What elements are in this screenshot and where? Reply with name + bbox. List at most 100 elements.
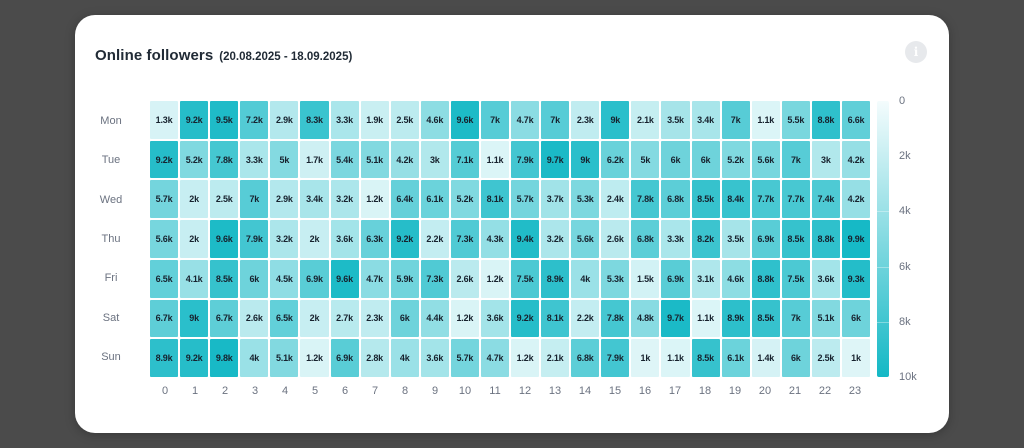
heatmap-cell[interactable]: 9.5k — [210, 101, 239, 139]
heatmap-cell[interactable]: 2.9k — [270, 180, 299, 219]
heatmap-cell[interactable]: 8.9k — [721, 299, 750, 338]
heatmap-cell[interactable]: 5.3k — [571, 180, 600, 219]
heatmap-cell[interactable]: 5.7k — [150, 180, 179, 219]
heatmap-cell[interactable]: 7.1k — [450, 140, 479, 179]
heatmap-cell[interactable]: 4.4k — [420, 299, 449, 338]
heatmap-cell[interactable]: 5k — [270, 140, 299, 179]
heatmap-cell[interactable]: 6.5k — [270, 299, 299, 338]
heatmap-cell[interactable]: 1k — [631, 339, 660, 377]
heatmap-cell[interactable]: 2.2k — [420, 220, 449, 258]
heatmap-cell[interactable]: 7k — [721, 101, 750, 139]
heatmap-cell[interactable]: 6.9k — [330, 339, 359, 377]
heatmap-cell[interactable]: 6k — [781, 339, 810, 377]
heatmap-cell[interactable]: 8.5k — [751, 299, 780, 338]
heatmap-cell[interactable]: 5.4k — [330, 140, 359, 179]
heatmap-cell[interactable]: 9.6k — [330, 259, 359, 298]
heatmap-cell[interactable]: 9.7k — [541, 140, 570, 179]
heatmap-cell[interactable]: 7.9k — [240, 220, 269, 258]
heatmap-cell[interactable]: 7.7k — [781, 180, 810, 219]
heatmap-cell[interactable]: 6.8k — [571, 339, 600, 377]
heatmap-cell[interactable]: 3.2k — [330, 180, 359, 219]
heatmap-cell[interactable]: 3.2k — [270, 220, 299, 258]
heatmap-cell[interactable]: 9.4k — [511, 220, 540, 258]
heatmap-cell[interactable]: 7k — [240, 180, 269, 219]
heatmap-cell[interactable]: 2.6k — [450, 259, 479, 298]
heatmap-cell[interactable]: 6.4k — [390, 180, 419, 219]
heatmap-cell[interactable]: 4.5k — [270, 259, 299, 298]
heatmap-cell[interactable]: 9.6k — [210, 220, 239, 258]
info-icon[interactable]: i — [905, 41, 927, 63]
heatmap-cell[interactable]: 9.2k — [511, 299, 540, 338]
heatmap-cell[interactable]: 2.8k — [360, 339, 389, 377]
heatmap-cell[interactable]: 8.8k — [811, 101, 840, 139]
heatmap-cell[interactable]: 5k — [631, 140, 660, 179]
heatmap-cell[interactable]: 8.3k — [300, 101, 329, 139]
heatmap-cell[interactable]: 6.7k — [150, 299, 179, 338]
heatmap-cell[interactable]: 9k — [180, 299, 209, 338]
heatmap-cell[interactable]: 7.9k — [511, 140, 540, 179]
heatmap-cell[interactable]: 4k — [240, 339, 269, 377]
heatmap-cell[interactable]: 3.7k — [541, 180, 570, 219]
heatmap-cell[interactable]: 4.2k — [841, 140, 870, 179]
heatmap-cell[interactable]: 3.6k — [480, 299, 509, 338]
heatmap-cell[interactable]: 7.9k — [601, 339, 630, 377]
heatmap-cell[interactable]: 7.8k — [210, 140, 239, 179]
heatmap-cell[interactable]: 2.5k — [210, 180, 239, 219]
heatmap-cell[interactable]: 9.2k — [150, 140, 179, 179]
heatmap-cell[interactable]: 7.3k — [450, 220, 479, 258]
heatmap-cell[interactable]: 8.8k — [751, 259, 780, 298]
heatmap-cell[interactable]: 9.6k — [450, 101, 479, 139]
heatmap-cell[interactable]: 3.5k — [721, 220, 750, 258]
heatmap-cell[interactable]: 1.4k — [751, 339, 780, 377]
heatmap-cell[interactable]: 3.2k — [541, 220, 570, 258]
heatmap-cell[interactable]: 9.8k — [210, 339, 239, 377]
heatmap-cell[interactable]: 8.5k — [691, 339, 720, 377]
heatmap-cell[interactable]: 1.2k — [360, 180, 389, 219]
heatmap-cell[interactable]: 1.3k — [150, 101, 179, 139]
heatmap-cell[interactable]: 2.7k — [330, 299, 359, 338]
heatmap-cell[interactable]: 3k — [811, 140, 840, 179]
heatmap-cell[interactable]: 5.6k — [751, 140, 780, 179]
heatmap-cell[interactable]: 7.5k — [511, 259, 540, 298]
heatmap-cell[interactable]: 2.6k — [240, 299, 269, 338]
heatmap-cell[interactable]: 7.8k — [601, 299, 630, 338]
heatmap-cell[interactable]: 6.9k — [751, 220, 780, 258]
heatmap-cell[interactable]: 7k — [781, 140, 810, 179]
heatmap-cell[interactable]: 2.1k — [541, 339, 570, 377]
heatmap-cell[interactable]: 6.9k — [300, 259, 329, 298]
heatmap-cell[interactable]: 2k — [180, 220, 209, 258]
heatmap-cell[interactable]: 6k — [691, 140, 720, 179]
heatmap-cell[interactable]: 7.5k — [781, 259, 810, 298]
heatmap-cell[interactable]: 1.5k — [631, 259, 660, 298]
heatmap-cell[interactable]: 2.5k — [390, 101, 419, 139]
heatmap-cell[interactable]: 4.2k — [390, 140, 419, 179]
heatmap-cell[interactable]: 6.2k — [601, 140, 630, 179]
heatmap-cell[interactable]: 3.3k — [330, 101, 359, 139]
heatmap-cell[interactable]: 2.6k — [601, 220, 630, 258]
heatmap-cell[interactable]: 7.2k — [240, 101, 269, 139]
heatmap-cell[interactable]: 1.1k — [691, 299, 720, 338]
heatmap-cell[interactable]: 4.7k — [511, 101, 540, 139]
heatmap-cell[interactable]: 1.2k — [300, 339, 329, 377]
heatmap-cell[interactable]: 4.3k — [480, 220, 509, 258]
heatmap-cell[interactable]: 2.4k — [601, 180, 630, 219]
heatmap-cell[interactable]: 5.6k — [571, 220, 600, 258]
heatmap-cell[interactable]: 6.1k — [721, 339, 750, 377]
heatmap-cell[interactable]: 6.8k — [631, 220, 660, 258]
heatmap-cell[interactable]: 6.5k — [150, 259, 179, 298]
heatmap-cell[interactable]: 8.5k — [691, 180, 720, 219]
heatmap-cell[interactable]: 8.1k — [480, 180, 509, 219]
heatmap-cell[interactable]: 6k — [390, 299, 419, 338]
heatmap-cell[interactable]: 2.9k — [270, 101, 299, 139]
heatmap-cell[interactable]: 4.8k — [631, 299, 660, 338]
heatmap-cell[interactable]: 7.8k — [631, 180, 660, 219]
heatmap-cell[interactable]: 5.9k — [390, 259, 419, 298]
heatmap-cell[interactable]: 8.5k — [210, 259, 239, 298]
heatmap-cell[interactable]: 8.9k — [541, 259, 570, 298]
heatmap-cell[interactable]: 5.2k — [721, 140, 750, 179]
heatmap-cell[interactable]: 5.7k — [511, 180, 540, 219]
heatmap-cell[interactable]: 1.9k — [360, 101, 389, 139]
heatmap-cell[interactable]: 6k — [240, 259, 269, 298]
heatmap-cell[interactable]: 5.5k — [781, 101, 810, 139]
heatmap-cell[interactable]: 3k — [420, 140, 449, 179]
